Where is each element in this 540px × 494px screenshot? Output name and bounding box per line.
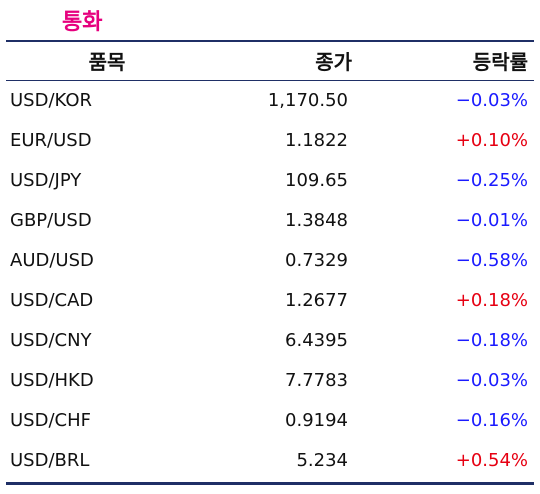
currency-pair: USD/HKD xyxy=(10,370,94,391)
table-bottom-rule xyxy=(6,482,534,485)
change-rate: −0.58% xyxy=(455,250,528,271)
currency-pair: USD/JPY xyxy=(10,170,82,191)
table-row: USD/CNY 6.4395 −0.18% xyxy=(6,321,534,361)
change-rate: −0.03% xyxy=(455,90,528,111)
table-row: AUD/USD 0.7329 −0.58% xyxy=(6,241,534,281)
currency-pair: USD/BRL xyxy=(10,450,90,471)
table-row: EUR/USD 1.1822 +0.10% xyxy=(6,121,534,161)
close-price: 1.2677 xyxy=(285,290,348,311)
change-rate: +0.54% xyxy=(455,450,528,471)
currency-pair: EUR/USD xyxy=(10,130,92,151)
header-change: 등락률 xyxy=(472,50,528,74)
table-row: USD/JPY 109.65 −0.25% xyxy=(6,161,534,201)
table-header: 품목 종가 등락률 xyxy=(6,42,534,80)
header-close: 종가 xyxy=(315,50,352,74)
close-price: 1,170.50 xyxy=(267,90,348,111)
table-row: USD/CHF 0.9194 −0.16% xyxy=(6,401,534,441)
change-rate: −0.01% xyxy=(455,210,528,231)
change-rate: −0.16% xyxy=(455,410,528,431)
header-rule xyxy=(6,80,534,81)
close-price: 0.9194 xyxy=(285,410,348,431)
close-price: 1.1822 xyxy=(285,130,348,151)
table-top-rule xyxy=(6,40,534,42)
currency-pair: USD/CNY xyxy=(10,330,92,351)
close-price: 1.3848 xyxy=(285,210,348,231)
table-row: USD/HKD 7.7783 −0.03% xyxy=(6,361,534,401)
currency-pair: USD/KOR xyxy=(10,90,93,111)
change-rate: −0.25% xyxy=(455,170,528,191)
change-rate: −0.18% xyxy=(455,330,528,351)
header-item: 품목 xyxy=(88,50,126,74)
table-row: USD/CAD 1.2677 +0.18% xyxy=(6,281,534,321)
change-rate: −0.03% xyxy=(455,370,528,391)
close-price: 6.4395 xyxy=(285,330,348,351)
change-rate: +0.18% xyxy=(455,290,528,311)
close-price: 0.7329 xyxy=(285,250,348,271)
table-row: USD/BRL 5.234 +0.54% xyxy=(6,441,534,481)
change-rate: +0.10% xyxy=(455,130,528,151)
close-price: 7.7783 xyxy=(285,370,348,391)
section-title: 통화 xyxy=(62,10,103,35)
currency-pair: USD/CHF xyxy=(10,410,91,431)
table-row: GBP/USD 1.3848 −0.01% xyxy=(6,201,534,241)
close-price: 5.234 xyxy=(296,450,348,471)
currency-pair: GBP/USD xyxy=(10,210,92,231)
currency-pair: USD/CAD xyxy=(10,290,94,311)
close-price: 109.65 xyxy=(285,170,348,191)
table-row: USD/KOR 1,170.50 −0.03% xyxy=(6,81,534,121)
currency-pair: AUD/USD xyxy=(10,250,94,271)
